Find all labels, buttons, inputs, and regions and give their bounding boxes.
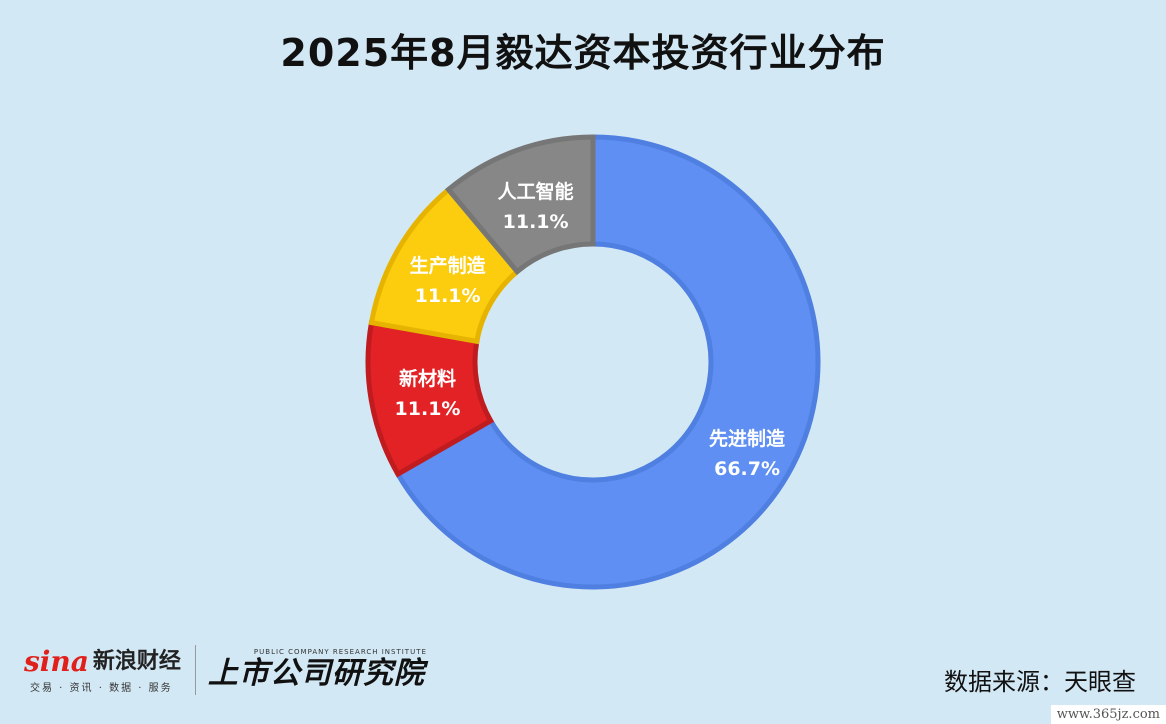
slice-value-2: 11.1%: [415, 285, 481, 307]
slice-value-1: 11.1%: [395, 398, 461, 420]
donut-slice-3: [444, 134, 596, 276]
sina-finance-name: 新浪财经: [92, 648, 181, 674]
research-institute-logo: PUBLIC COMPANY RESEARCH INSTITUTE 上市公司研究…: [208, 648, 427, 692]
footer-logos: sina 新浪财经 交易 · 资讯 · 数据 · 服务 PUBLIC COMPA…: [24, 640, 427, 700]
watermark: www.365jz.com: [1050, 705, 1166, 724]
slice-value-3: 11.1%: [503, 211, 569, 233]
research-institute-cn: 上市公司研究院: [207, 656, 425, 691]
chart-title: 2025年8月毅达资本投资行业分布: [280, 31, 886, 75]
slice-label-0: 先进制造: [709, 427, 786, 450]
slice-label-1: 新材料: [399, 367, 456, 390]
slice-value-0: 66.7%: [714, 458, 780, 480]
logo-divider: [194, 645, 196, 695]
slice-label-3: 人工智能: [498, 180, 574, 203]
sina-mark: sina: [24, 644, 89, 678]
sina-finance-logo: sina 新浪财经 交易 · 资讯 · 数据 · 服务: [24, 644, 181, 694]
sina-tagline: 交易 · 资讯 · 数据 · 服务: [30, 682, 173, 694]
slice-label-2: 生产制造: [410, 254, 487, 277]
data-source: 数据来源：天眼查: [944, 668, 1136, 696]
donut-slice-0: [394, 134, 821, 590]
research-institute-en: PUBLIC COMPANY RESEARCH INSTITUTE: [253, 648, 427, 656]
